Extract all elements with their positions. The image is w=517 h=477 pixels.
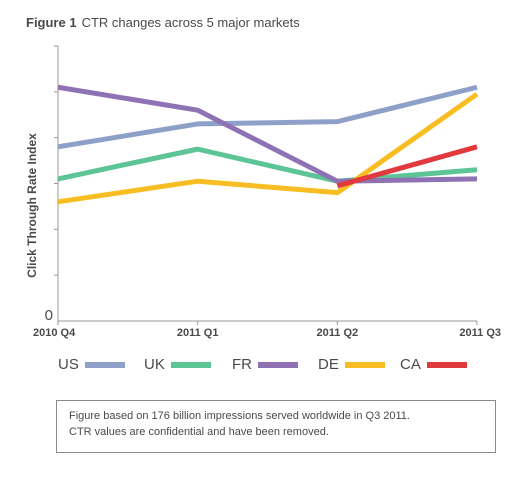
legend-swatch: [344, 361, 385, 368]
legend-label: DE: [318, 356, 339, 373]
legend-label: US: [58, 356, 79, 373]
x-tick-label: 2011 Q1: [177, 327, 219, 339]
legend-label: FR: [232, 356, 252, 373]
x-tick-label: 2011 Q2: [317, 327, 359, 339]
legend-swatch: [258, 361, 298, 368]
x-tick-labels: 2010 Q4 2011 Q1 2011 Q2 2011 Q3: [33, 327, 501, 339]
chart-title: Figure 1 CTR changes across 5 major marke…: [26, 15, 300, 30]
legend-item-fr: FR: [232, 356, 298, 373]
series-line-fr: [57, 84, 478, 184]
series-line-us: [57, 84, 478, 150]
x-tick-label: 2010 Q4: [33, 327, 76, 339]
legend-item-ca: CA: [400, 356, 467, 373]
legend-item-de: DE: [318, 356, 385, 373]
legend-item-us: US: [58, 356, 125, 373]
series-line-uk: [57, 146, 478, 184]
legend-label: CA: [400, 356, 421, 373]
legend-swatch: [84, 361, 125, 368]
chart-axes: [54, 45, 478, 325]
figure-title: CTR changes across 5 major markets: [81, 15, 300, 30]
footnote-line-2: CTR values are confidential and have bee…: [69, 426, 329, 438]
legend-swatch: [170, 361, 211, 368]
figure-label: Figure 1: [26, 15, 77, 30]
series-line-de: [57, 92, 479, 205]
legend-label: UK: [144, 356, 165, 373]
footnote-box: Figure based on 176 billion impressions …: [56, 400, 496, 453]
chart-legend: US UK FR DE CA: [58, 356, 498, 376]
y-tick-labels: 0: [45, 307, 53, 324]
series-lines: [57, 84, 479, 205]
x-tick-label: 2011 Q3: [459, 327, 501, 339]
series-line-ca: [336, 144, 478, 189]
y-axis-label: Click Through Rate Index: [25, 133, 39, 278]
legend-swatch: [426, 361, 467, 368]
y-tick-label: 0: [45, 307, 53, 324]
legend-item-uk: UK: [144, 356, 211, 373]
footnote-line-1: Figure based on 176 billion impressions …: [69, 410, 410, 422]
